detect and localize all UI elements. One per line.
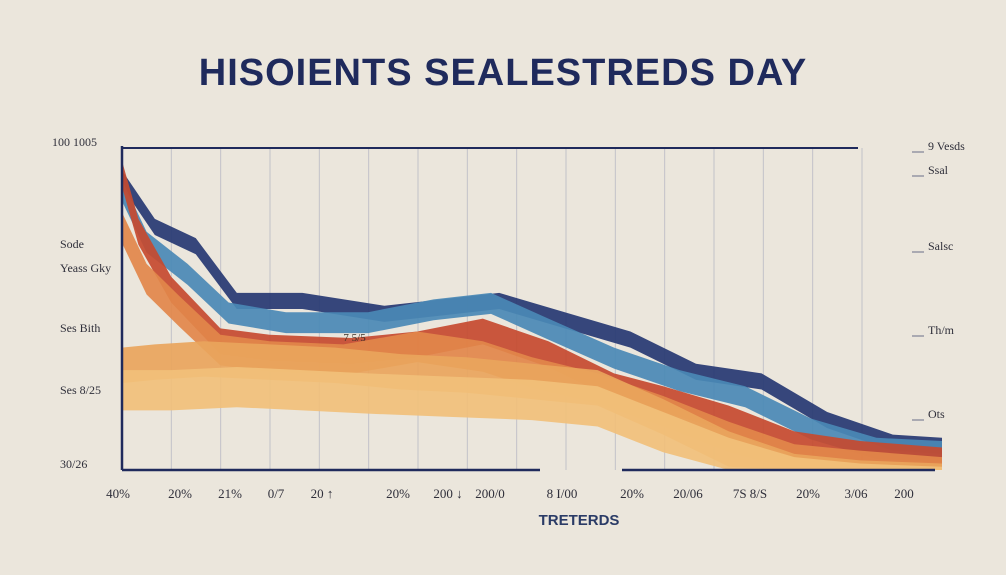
axes [120, 146, 935, 472]
y-tick-label-left: Ses 8/25 [60, 383, 101, 397]
x-tick-label: 0/7 [268, 486, 285, 501]
series-areas [122, 160, 942, 470]
x-tick-label: 200 [894, 486, 914, 501]
x-tick-label: 20% [620, 486, 644, 501]
x-tick-label: 8 I/00 [547, 486, 578, 501]
y-tick-label-right: Salsc [928, 239, 953, 253]
series-area-2 [122, 180, 942, 462]
y-tick-label-left: 100 1005 [52, 135, 97, 149]
annotation-label: 7 5/5 [343, 332, 366, 344]
x-tick-label: 20% [168, 486, 192, 501]
y-tick-label-left: 30/26 [60, 457, 87, 471]
x-tick-label: 20/06 [673, 486, 703, 501]
x-tick-label: 7S 8/S [733, 486, 767, 501]
x-tick-label: 40% [106, 486, 130, 501]
annotations: 7 5/5 [343, 332, 366, 344]
y-tick-label-right: Th/m [928, 323, 955, 337]
y-tick-label-right: 9 Vesds [928, 139, 965, 153]
x-axis-label: TRETERDS [539, 512, 620, 529]
y-tick-label-right: Ssal [928, 163, 949, 177]
y-tick-label-right: Ots [928, 407, 945, 421]
x-tick-label: 21% [218, 486, 242, 501]
x-tick-label: 3/06 [844, 486, 868, 501]
y-tick-label-left: Sode [60, 237, 84, 251]
x-tick-label: 200/0 [475, 486, 505, 501]
y-tick-labels-left: 100 1005 Sode Yeass Gky Ses Bith Ses 8/25 30/… [52, 135, 111, 471]
y-tick-label-left: Ses Bith [60, 321, 100, 335]
chart-title: HISOIENTS SEALESTREDS DAY [198, 52, 808, 94]
x-tick-label: 20% [386, 486, 410, 501]
y-tick-label-left: Yeass Gky [60, 261, 111, 275]
x-tick-label: 20% [796, 486, 820, 501]
y-tick-labels-right: 9 Vesds Ssal Salsc Th/m Ots [912, 139, 965, 421]
x-tick-labels: 40% 20% 21% 0/7 20 ↑ 20% 200 ↓ 200/0 8 I/00 20% 20… [106, 486, 914, 501]
series-area-6 [122, 366, 942, 470]
x-tick-label: 200 ↓ [433, 486, 462, 501]
x-tick-label: 20 ↑ [311, 486, 334, 501]
